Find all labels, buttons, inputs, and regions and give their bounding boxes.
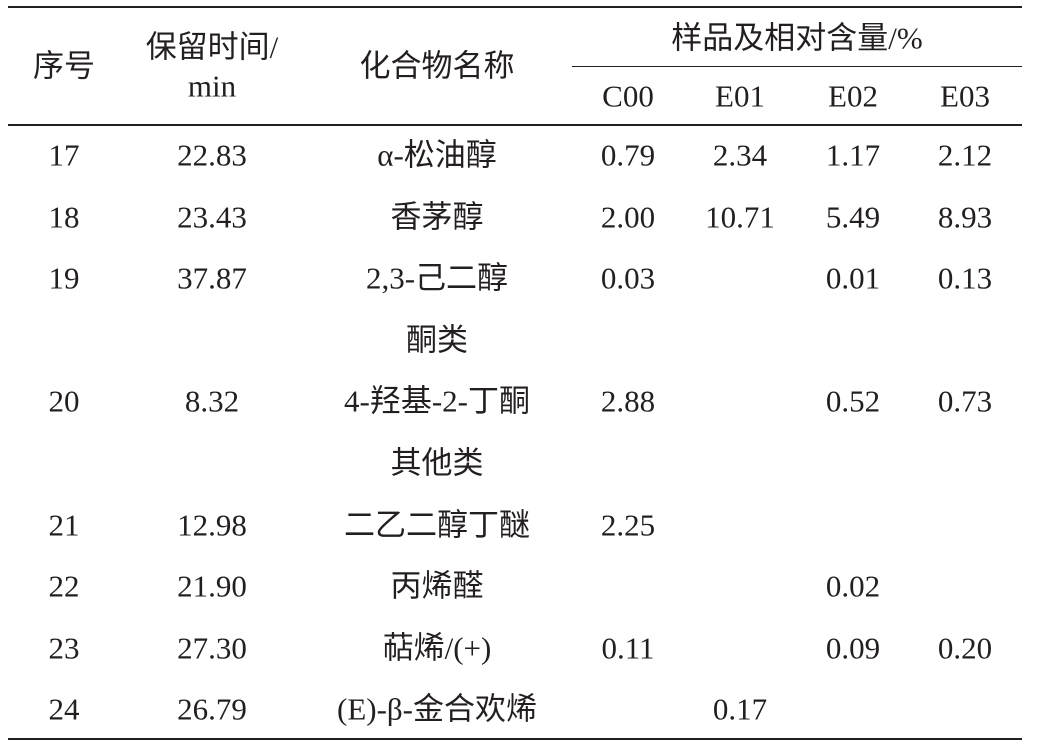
row-value: 1.17 [825,137,881,173]
row-value: 2.25 [600,507,656,542]
row-rt: 27.30 [177,630,247,666]
row-name: (E)-β-金合欢烯 [336,691,538,727]
row-no: 21 [48,507,80,542]
row-value: 0.02 [825,568,881,604]
row-no: 17 [48,137,80,173]
row-name: 丙烯醛 [390,568,484,604]
header-rt: 保留时间/ [145,29,279,65]
row-no: 18 [48,199,80,234]
row-value: 5.49 [825,199,881,234]
row-value: 0.73 [937,383,993,419]
row-value: 0.11 [601,630,655,666]
row-value: 0.03 [600,260,656,296]
row-value: 0.79 [600,137,656,173]
row-value: 2.34 [712,137,768,173]
row-rt: 26.79 [177,691,247,727]
row-no: 20 [48,383,80,419]
row-name: 二乙二醇丁醚 [344,507,530,542]
top-rule [8,6,1022,8]
row-no: 22 [48,568,80,604]
row-name: α-松油醇 [377,137,497,173]
section-label: 酮类 [406,322,468,358]
header-sample: E01 [715,78,765,114]
row-value: 0.20 [937,630,993,666]
header-sample: E02 [828,78,878,114]
row-no: 23 [48,630,80,666]
row-name: 4-羟基-2-丁酮 [344,383,530,419]
row-value: 0.52 [825,383,881,419]
row-rt: 23.43 [177,199,247,234]
bottom-rule [8,738,1022,740]
header-group: 样品及相对含量/% [671,20,923,56]
row-value: 0.13 [937,260,993,296]
row-name: 2,3-己二醇 [365,260,509,296]
group-rule [572,66,1022,67]
row-rt: 37.87 [177,260,247,296]
row-name: 香茅醇 [390,199,484,234]
row-no: 19 [48,260,80,296]
row-rt: 21.90 [177,568,247,604]
header-sample: C00 [602,78,654,114]
section-label: 其他类 [390,445,484,481]
row-rt: 8.32 [184,383,240,419]
row-value: 2.00 [600,199,656,234]
header-rt: min [187,68,237,104]
header-sample: E03 [940,78,990,114]
row-rt: 12.98 [177,507,247,542]
row-value: 2.12 [937,137,993,173]
row-rt: 22.83 [177,137,247,173]
row-value: 0.01 [825,260,881,296]
header-no: 序号 [33,48,95,84]
row-value: 0.09 [825,630,881,666]
header-rule [8,124,1022,126]
row-value: 8.93 [937,199,993,234]
header-name: 化合物名称 [359,48,515,84]
row-value: 10.71 [705,199,775,234]
row-value: 0.17 [712,691,768,727]
row-no: 24 [48,691,80,727]
row-name: 萜烯/(+) [382,630,492,666]
row-value: 2.88 [600,383,656,419]
